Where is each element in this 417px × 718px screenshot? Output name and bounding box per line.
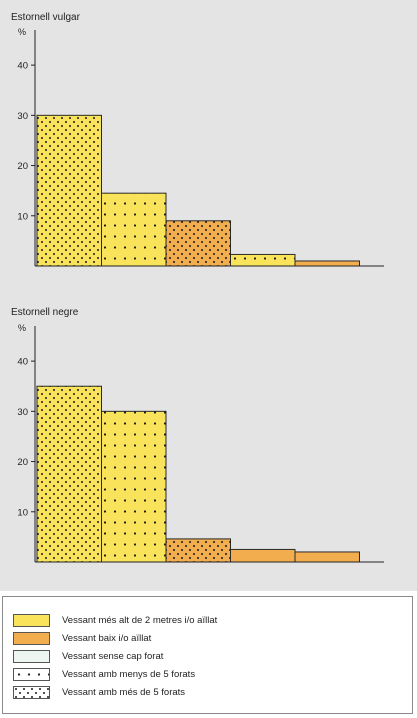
chart1-bar-2-pattern — [101, 193, 166, 266]
chart2-bar-4 — [230, 548, 296, 563]
chart2-tick-label-40: 40 — [17, 357, 28, 368]
chart1-tick-label-40: 40 — [17, 61, 28, 72]
chart2-bar-2-pattern — [101, 411, 166, 562]
legend-label-tall-slope: Vessant més alt de 2 metres i/o aïllat — [62, 615, 218, 626]
chart2-tick-label-30: 30 — [17, 407, 28, 418]
legend-item-no-holes: Vessant sense cap forat — [13, 649, 163, 664]
chart2-title: Estornell negre — [11, 307, 79, 318]
legend-label-few-holes: Vessant amb menys de 5 forats — [62, 669, 196, 680]
chart1-bar-4-pattern — [230, 254, 295, 266]
legend-swatch-few-holes — [13, 668, 50, 681]
chart1-tick-label-20: 20 — [17, 161, 28, 172]
legend-label-low-slope: Vessant baix i/o aïllat — [62, 633, 152, 644]
chart-panel: Estornell vulgar% 10 20 30 40 Estornell negre… — [0, 0, 417, 591]
chart1-ylabel: % — [18, 27, 26, 37]
chart2-tick-label-10: 10 — [17, 507, 28, 518]
legend-item-few-holes: Vessant amb menys de 5 forats — [13, 667, 195, 682]
chart1-bar-5 — [294, 260, 360, 267]
chart1-bar-1-pattern — [37, 115, 102, 266]
legend-swatch-low-slope — [13, 632, 50, 645]
chart1-tick-label-30: 30 — [17, 111, 28, 122]
chart1-title: Estornell vulgar — [11, 12, 81, 23]
legend-item-tall-slope: Vessant més alt de 2 metres i/o aïllat — [13, 613, 217, 628]
legend-item-low-slope: Vessant baix i/o aïllat — [13, 631, 151, 646]
legend-item-many-holes: Vessant amb més de 5 forats — [13, 685, 185, 700]
chart2-tick-label-20: 20 — [17, 457, 28, 468]
chart2-bar-5 — [294, 551, 360, 563]
legend-label-no-holes: Vessant sense cap forat — [62, 651, 164, 662]
legend-label-many-holes: Vessant amb més de 5 forats — [62, 687, 186, 698]
legend: Vessant més alt de 2 metres i/o aïllat V… — [2, 596, 413, 714]
chart2-ylabel: % — [18, 323, 26, 333]
legend-swatch-many-holes — [13, 686, 50, 699]
legend-swatch-no-holes — [13, 650, 50, 663]
chart1-tick-label-10: 10 — [17, 211, 28, 222]
legend-swatch-tall-slope — [13, 614, 50, 627]
chart2-bar-1-pattern — [37, 386, 102, 562]
chart2-bar-3-pattern — [166, 538, 231, 562]
bar-charts: Estornell vulgar% 10 20 30 40 Estornell negre… — [11, 12, 384, 563]
chart1-bar-3-pattern — [166, 220, 231, 266]
